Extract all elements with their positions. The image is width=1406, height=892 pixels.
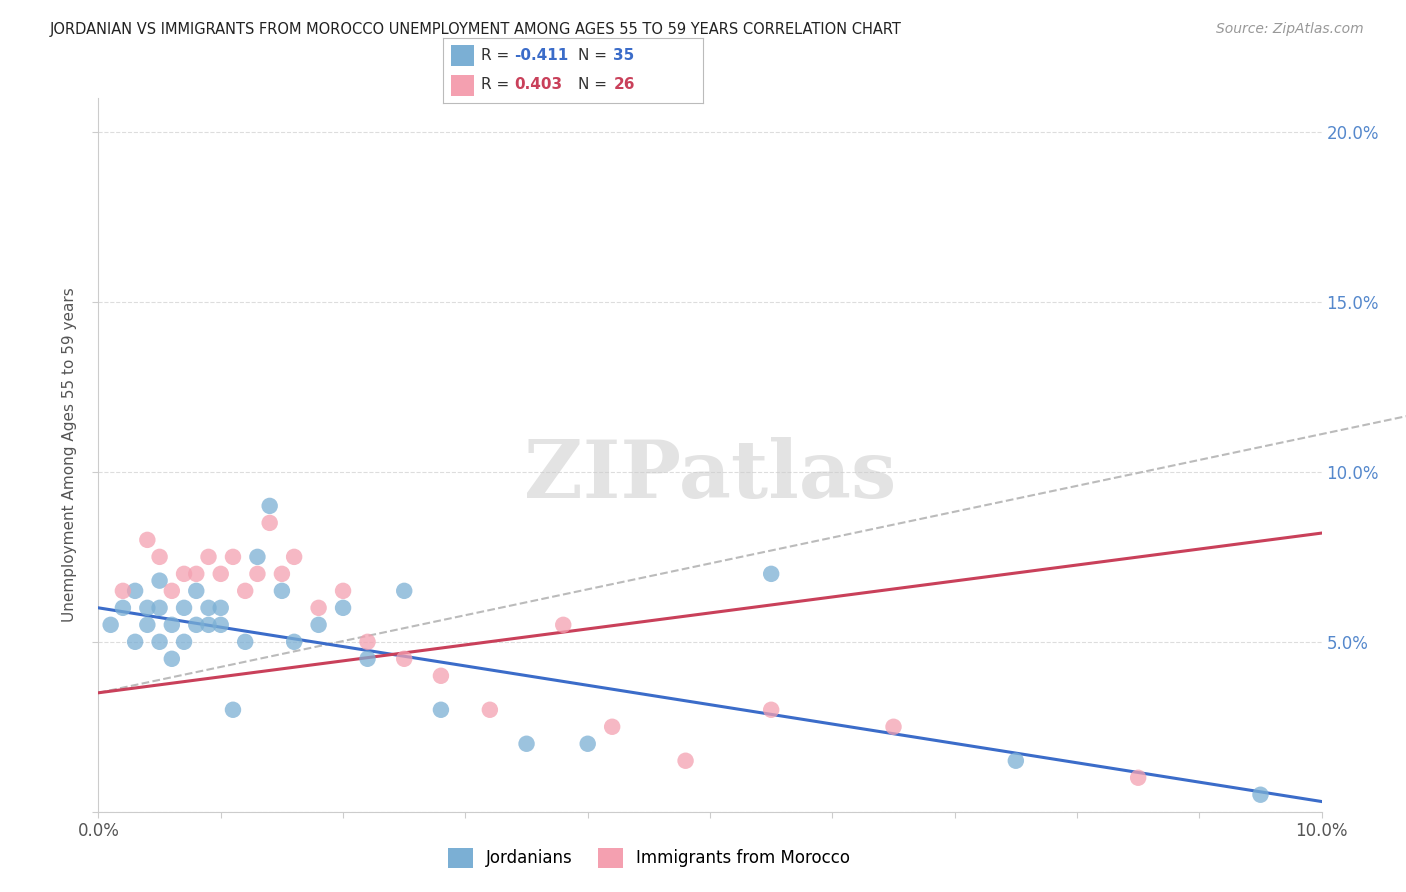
Point — [233, 635, 256, 649]
Point — [308, 600, 330, 615]
Point — [186, 617, 208, 632]
Point — [478, 703, 501, 717]
Point — [209, 566, 232, 581]
Point — [1249, 788, 1271, 802]
Point — [124, 583, 146, 598]
Point — [149, 635, 172, 649]
Point — [270, 566, 292, 581]
Point — [392, 652, 416, 666]
Point — [111, 583, 134, 598]
Point — [173, 635, 195, 649]
Point — [100, 617, 122, 632]
Point — [883, 720, 905, 734]
Point — [259, 516, 281, 530]
Point — [600, 720, 623, 734]
Point — [222, 703, 245, 717]
Text: -0.411: -0.411 — [515, 47, 568, 62]
Y-axis label: Unemployment Among Ages 55 to 59 years: Unemployment Among Ages 55 to 59 years — [62, 287, 77, 623]
Point — [1004, 754, 1026, 768]
Point — [233, 583, 256, 598]
Text: 0.403: 0.403 — [515, 77, 562, 92]
Point — [356, 652, 378, 666]
Point — [356, 635, 378, 649]
Point — [392, 583, 416, 598]
Point — [1128, 771, 1150, 785]
Point — [576, 737, 599, 751]
Text: JORDANIAN VS IMMIGRANTS FROM MOROCCO UNEMPLOYMENT AMONG AGES 55 TO 59 YEARS CORR: JORDANIAN VS IMMIGRANTS FROM MOROCCO UNE… — [49, 22, 901, 37]
Point — [283, 635, 305, 649]
Point — [759, 703, 782, 717]
Point — [136, 617, 159, 632]
Text: ZIPatlas: ZIPatlas — [524, 437, 896, 516]
Point — [149, 600, 172, 615]
Point — [160, 652, 183, 666]
Point — [246, 549, 269, 564]
Point — [332, 583, 354, 598]
Text: 35: 35 — [613, 47, 634, 62]
Point — [124, 635, 146, 649]
Point — [222, 549, 245, 564]
Bar — [451, 45, 474, 66]
Point — [111, 600, 134, 615]
Point — [136, 600, 159, 615]
Legend: Jordanians, Immigrants from Morocco: Jordanians, Immigrants from Morocco — [441, 841, 856, 875]
Point — [553, 617, 575, 632]
Text: 26: 26 — [613, 77, 634, 92]
Point — [186, 566, 208, 581]
Point — [149, 549, 172, 564]
Text: Source: ZipAtlas.com: Source: ZipAtlas.com — [1216, 22, 1364, 37]
Point — [430, 703, 453, 717]
Point — [308, 617, 330, 632]
Bar — [451, 75, 474, 96]
Point — [186, 583, 208, 598]
Point — [197, 617, 219, 632]
Point — [160, 617, 183, 632]
Point — [516, 737, 538, 751]
Point — [197, 549, 219, 564]
Point — [246, 566, 269, 581]
Point — [259, 499, 281, 513]
Point — [173, 566, 195, 581]
Point — [149, 574, 172, 588]
Point — [209, 617, 232, 632]
Text: N =: N = — [578, 77, 612, 92]
Point — [197, 600, 219, 615]
Point — [675, 754, 697, 768]
Text: N =: N = — [578, 47, 612, 62]
Point — [283, 549, 305, 564]
Point — [209, 600, 232, 615]
Point — [759, 566, 782, 581]
Text: R =: R = — [481, 77, 513, 92]
Point — [173, 600, 195, 615]
Point — [270, 583, 292, 598]
Point — [136, 533, 159, 547]
Point — [332, 600, 354, 615]
Point — [160, 583, 183, 598]
Point — [430, 669, 453, 683]
Text: R =: R = — [481, 47, 513, 62]
